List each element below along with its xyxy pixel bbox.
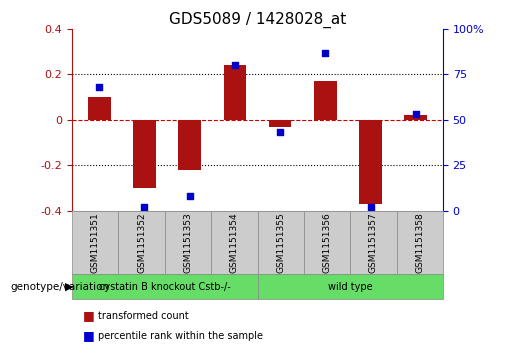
Bar	[178, 120, 201, 170]
Text: GSM1151357: GSM1151357	[369, 212, 378, 273]
Text: ▶: ▶	[65, 282, 74, 292]
Bar	[359, 120, 382, 204]
Bar	[404, 115, 427, 120]
Text: GSM1151352: GSM1151352	[137, 212, 146, 273]
Text: ■: ■	[82, 329, 94, 342]
Bar	[314, 81, 337, 120]
Text: GSM1151355: GSM1151355	[276, 212, 285, 273]
Text: genotype/variation: genotype/variation	[10, 282, 109, 292]
Bar	[224, 65, 246, 120]
Text: percentile rank within the sample: percentile rank within the sample	[98, 331, 263, 341]
Point	[140, 204, 148, 210]
Point	[321, 50, 330, 56]
Point	[95, 84, 104, 90]
Bar	[133, 120, 156, 188]
Text: GSM1151356: GSM1151356	[322, 212, 332, 273]
Bar	[88, 97, 111, 120]
Bar	[269, 120, 291, 127]
Text: GSM1151353: GSM1151353	[183, 212, 193, 273]
Point	[185, 193, 194, 199]
Text: cystatin B knockout Cstb-/-: cystatin B knockout Cstb-/-	[99, 282, 231, 292]
Title: GDS5089 / 1428028_at: GDS5089 / 1428028_at	[169, 12, 346, 28]
Text: GSM1151351: GSM1151351	[91, 212, 100, 273]
Text: ■: ■	[82, 309, 94, 322]
Point	[231, 62, 239, 68]
Point	[276, 130, 284, 135]
Text: GSM1151354: GSM1151354	[230, 212, 239, 273]
Point	[367, 204, 375, 210]
Point	[411, 111, 420, 117]
Text: GSM1151358: GSM1151358	[415, 212, 424, 273]
Text: transformed count: transformed count	[98, 311, 188, 321]
Text: wild type: wild type	[328, 282, 372, 292]
